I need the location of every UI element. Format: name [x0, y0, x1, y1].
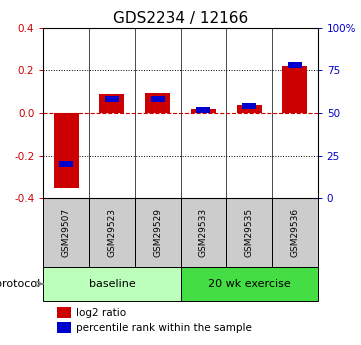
Text: percentile rank within the sample: percentile rank within the sample [76, 323, 252, 333]
Bar [272, 198, 318, 267]
Bar [89, 198, 135, 267]
Bar [54, 113, 79, 188]
Bar [57, 307, 71, 318]
Text: GSM29535: GSM29535 [245, 208, 253, 257]
Text: GSM29523: GSM29523 [108, 208, 116, 257]
Bar [226, 198, 272, 267]
Text: log2 ratio: log2 ratio [76, 308, 126, 318]
Text: GSM29533: GSM29533 [199, 208, 208, 257]
Bar [242, 103, 256, 109]
Bar [236, 105, 262, 113]
Bar [282, 66, 307, 113]
Bar [59, 161, 73, 167]
Text: GSM29536: GSM29536 [290, 208, 299, 257]
Text: baseline: baseline [88, 279, 135, 289]
Bar [191, 109, 216, 113]
Text: GSM29529: GSM29529 [153, 208, 162, 257]
Bar [151, 96, 165, 102]
Title: GDS2234 / 12166: GDS2234 / 12166 [113, 11, 248, 27]
Bar [180, 267, 318, 301]
Bar [145, 93, 170, 113]
Text: protocol: protocol [0, 279, 40, 289]
Bar [57, 322, 71, 333]
Bar [43, 267, 180, 301]
Text: GSM29507: GSM29507 [62, 208, 71, 257]
Bar [180, 198, 226, 267]
Bar [43, 198, 89, 267]
Text: 20 wk exercise: 20 wk exercise [208, 279, 291, 289]
Bar [288, 62, 302, 68]
Bar [135, 198, 180, 267]
Bar [105, 96, 119, 102]
Bar [99, 94, 125, 113]
Bar [196, 107, 210, 112]
